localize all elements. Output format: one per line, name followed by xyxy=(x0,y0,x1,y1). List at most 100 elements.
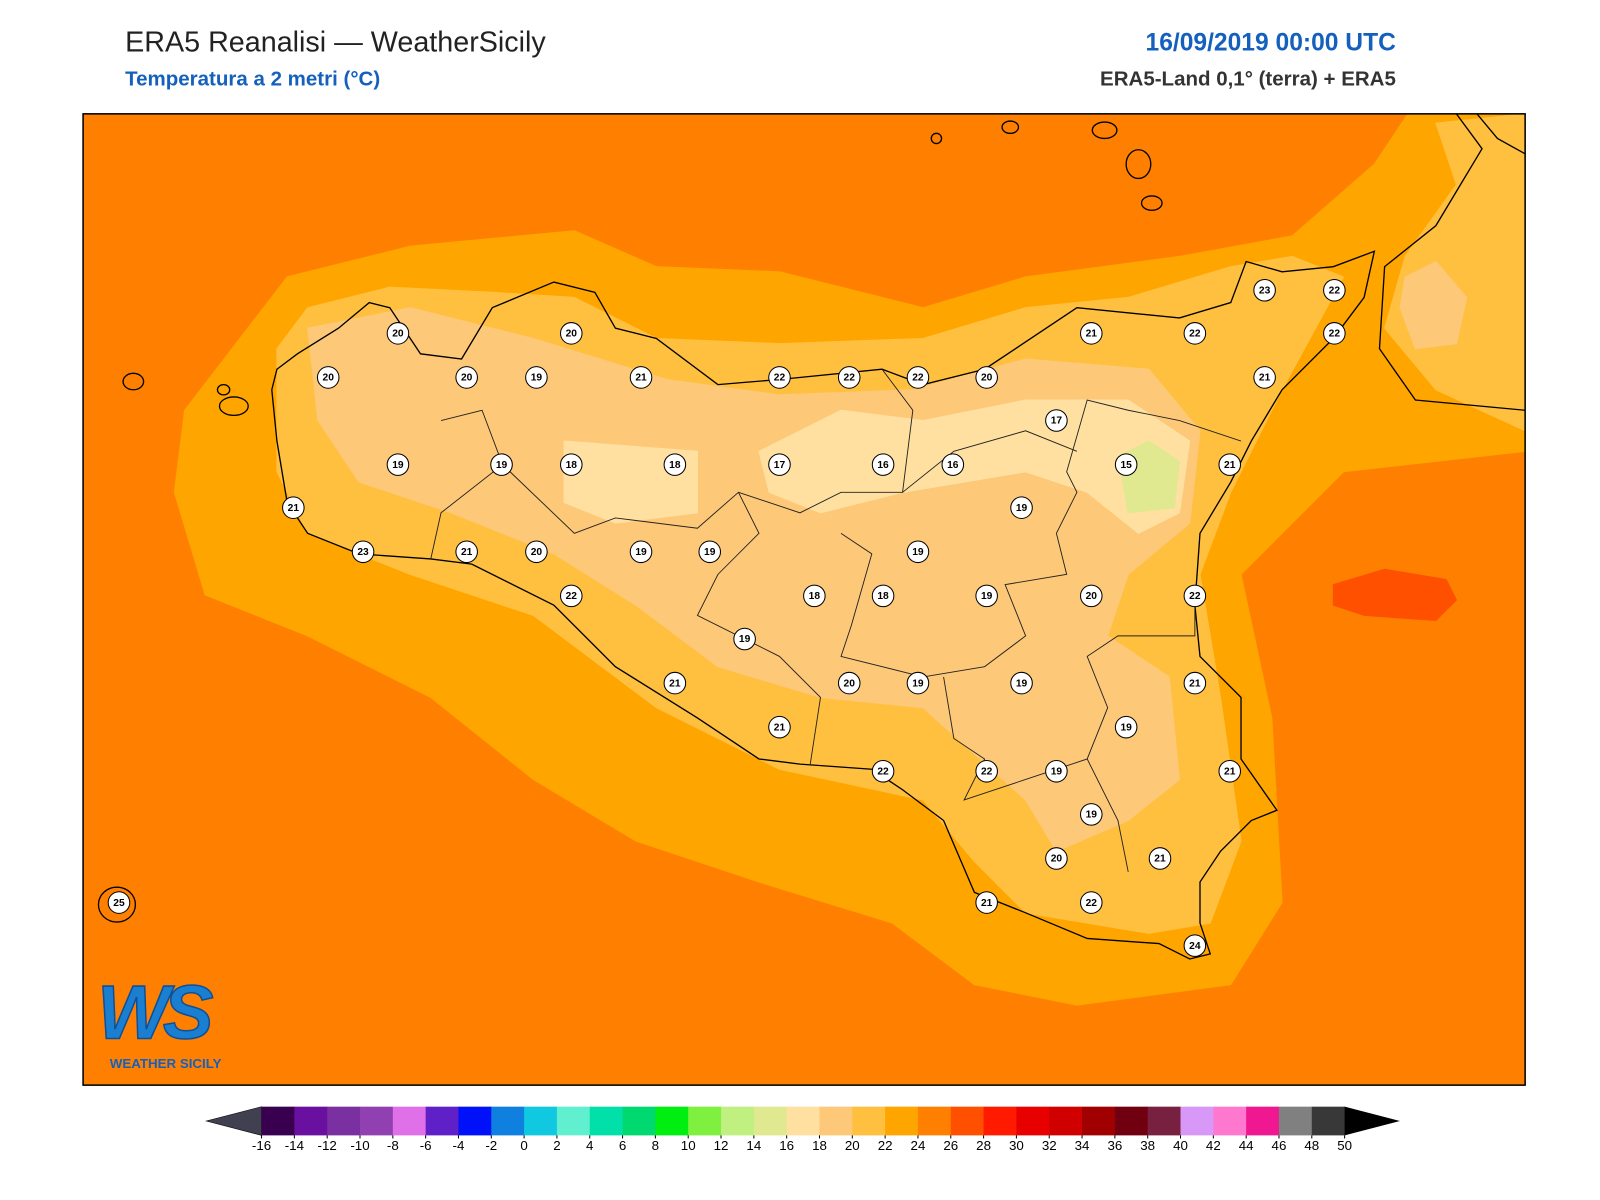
station-marker xyxy=(906,366,930,389)
station-value: 20 xyxy=(461,373,473,384)
colorbar-tick-label: 40 xyxy=(1173,1138,1188,1153)
colorbar-swatch xyxy=(885,1106,919,1136)
station-marker xyxy=(871,453,895,476)
station-value: 20 xyxy=(1051,854,1063,865)
station-value: 21 xyxy=(288,503,300,514)
station-marker xyxy=(386,322,410,345)
colorbar-swatch xyxy=(327,1106,361,1136)
station-marker xyxy=(1045,409,1068,432)
station-value: 21 xyxy=(461,547,473,558)
station-marker xyxy=(1114,453,1138,476)
colorbar-swatch xyxy=(917,1106,952,1136)
colorbar-tick-label: 20 xyxy=(845,1138,860,1153)
station-value: 21 xyxy=(1086,329,1098,340)
colorbar-swatch xyxy=(622,1106,656,1136)
station-marker xyxy=(316,366,340,389)
colorbar-swatch xyxy=(1278,1106,1313,1136)
station-marker xyxy=(1080,584,1103,608)
station-value: 19 xyxy=(1016,503,1028,514)
station-marker xyxy=(282,496,305,519)
temperature-band xyxy=(758,399,1191,534)
station-value: 19 xyxy=(981,591,993,602)
colorbar-tick-label: 12 xyxy=(714,1138,729,1153)
station-value: 22 xyxy=(1189,591,1201,602)
station-marker xyxy=(351,540,375,564)
station-marker xyxy=(560,584,583,608)
station-marker xyxy=(941,453,965,476)
station-value: 19 xyxy=(392,460,404,471)
colorbar-tick-label: 10 xyxy=(681,1138,696,1153)
colorbar-under xyxy=(205,1106,262,1136)
station-marker xyxy=(975,584,998,608)
title: ERA5 Reanalisi — WeatherSicily xyxy=(125,27,546,59)
island xyxy=(1140,195,1163,211)
station-marker xyxy=(1010,496,1033,519)
station-value: 22 xyxy=(566,591,578,602)
colorbar-swatch xyxy=(1311,1106,1346,1136)
station-value: 22 xyxy=(981,766,993,777)
colorbar-swatch xyxy=(425,1106,459,1136)
station-value: 19 xyxy=(1120,722,1132,733)
temperature-band xyxy=(563,440,698,524)
station-marker xyxy=(663,453,687,476)
station-marker xyxy=(1080,803,1103,826)
colorbar-tick-label: 32 xyxy=(1042,1138,1057,1153)
colorbar-tick-label: -14 xyxy=(285,1138,305,1153)
station-marker xyxy=(871,584,895,608)
colorbar-swatch xyxy=(1147,1106,1182,1136)
station-marker xyxy=(455,366,478,389)
station-marker xyxy=(1218,760,1242,783)
station-value: 21 xyxy=(1259,373,1271,384)
station-value: 25 xyxy=(113,898,125,909)
station-marker xyxy=(768,715,791,739)
station-marker xyxy=(975,366,998,389)
station-value: 18 xyxy=(566,460,578,471)
logo-name: WEATHER SICILY xyxy=(110,1056,222,1071)
colorbar-tick-label: 28 xyxy=(976,1138,991,1153)
colorbar-tick-label: 6 xyxy=(619,1138,626,1153)
colorbar-swatch xyxy=(524,1106,558,1136)
province-border xyxy=(738,368,914,514)
station-marker xyxy=(975,760,998,783)
colorbar-swatch xyxy=(1082,1106,1116,1136)
colorbar-tick-label: 38 xyxy=(1140,1138,1155,1153)
colorbar-tick-label: -4 xyxy=(453,1138,465,1153)
colorbar-tick-label: 26 xyxy=(943,1138,958,1153)
station-marker xyxy=(768,366,791,389)
colorbar-tick-label: -10 xyxy=(350,1138,369,1153)
province-border xyxy=(902,430,1078,493)
island xyxy=(218,396,249,417)
station-marker xyxy=(107,891,131,914)
station-value: 20 xyxy=(566,329,578,340)
colorbar-swatch xyxy=(1049,1106,1083,1136)
station-marker xyxy=(1183,584,1207,608)
colorbar-tick-label: 34 xyxy=(1075,1138,1090,1153)
station-marker xyxy=(1148,847,1172,870)
station-marker xyxy=(386,453,410,476)
station-value: 19 xyxy=(1051,766,1063,777)
station-marker xyxy=(490,453,513,476)
colorbar-tick-label: 30 xyxy=(1009,1138,1024,1153)
station-value: 16 xyxy=(947,460,959,471)
colorbar-tick-label: 44 xyxy=(1239,1138,1254,1153)
colorbar-tick-label: -2 xyxy=(485,1138,497,1153)
subtitle: Temperatura a 2 metri (°C) xyxy=(125,67,380,90)
station-marker xyxy=(871,760,895,783)
station-marker xyxy=(1183,671,1207,695)
colorbar-tick-label: 22 xyxy=(878,1138,893,1153)
island xyxy=(216,383,231,396)
colorbar-swatch xyxy=(753,1106,788,1136)
station-value: 22 xyxy=(844,373,856,384)
temperature-band xyxy=(1384,113,1526,432)
island xyxy=(1091,121,1118,140)
station-value: 19 xyxy=(739,634,751,645)
station-value: 20 xyxy=(1086,591,1098,602)
station-value: 19 xyxy=(912,678,924,689)
map-frame xyxy=(82,113,1526,1086)
station-value: 21 xyxy=(774,722,786,733)
station-value: 22 xyxy=(1329,329,1341,340)
station-value: 22 xyxy=(774,373,786,384)
